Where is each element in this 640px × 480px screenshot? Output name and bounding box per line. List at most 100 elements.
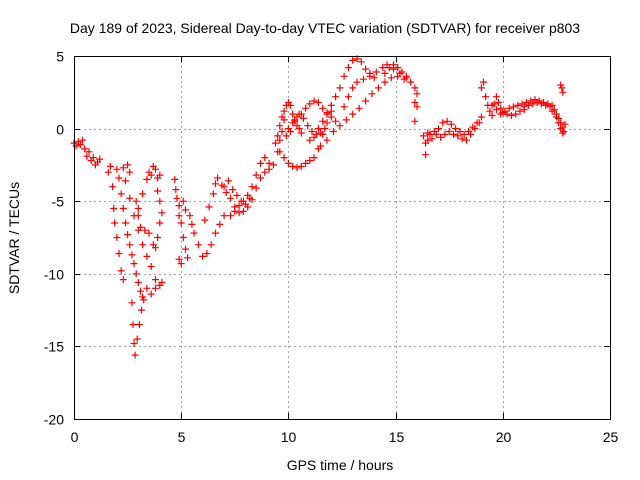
- chart-title: Day 189 of 2023, Sidereal Day-to-day VTE…: [70, 20, 580, 36]
- data-point: [252, 171, 260, 179]
- data-point: [323, 110, 331, 118]
- data-point: [130, 340, 138, 347]
- data-point: [497, 110, 505, 118]
- data-point: [327, 101, 335, 109]
- x-tick-label: 15: [389, 429, 405, 445]
- data-point: [353, 78, 361, 86]
- data-point: [306, 136, 314, 144]
- data-point: [272, 139, 279, 147]
- data-point: [235, 209, 243, 217]
- data-point: [214, 174, 222, 182]
- data-point: [394, 64, 402, 72]
- data-point: [422, 151, 430, 159]
- data-point: [280, 154, 288, 162]
- data-point: [205, 203, 213, 211]
- data-point: [336, 84, 344, 92]
- data-point: [445, 128, 453, 135]
- data-point: [257, 159, 264, 167]
- y-tick-label: -10: [44, 267, 64, 283]
- y-tick-label: -5: [52, 194, 65, 210]
- data-point: [327, 113, 335, 121]
- data-point: [239, 207, 247, 215]
- data-point: [329, 128, 337, 135]
- data-point: [276, 148, 284, 156]
- data-point: [248, 183, 256, 191]
- data-point: [177, 219, 185, 227]
- data-point: [113, 165, 121, 173]
- data-point: [252, 184, 260, 192]
- data-point: [420, 132, 427, 140]
- data-point: [85, 148, 93, 156]
- data-point: [175, 212, 183, 220]
- data-point: [147, 263, 155, 270]
- data-point: [480, 78, 487, 86]
- data-point: [115, 250, 123, 257]
- data-point: [261, 154, 269, 162]
- data-point: [370, 74, 378, 82]
- data-point: [194, 241, 202, 249]
- data-point: [134, 279, 142, 286]
- data-point: [222, 189, 230, 196]
- data-point: [143, 175, 151, 183]
- data-point: [209, 190, 217, 198]
- x-tick-label: 5: [178, 429, 186, 445]
- axes: 0 5 10 15 20 25 -20 -15 -10 -5 0 5: [44, 49, 619, 446]
- data-point: [308, 128, 316, 135]
- data-point: [119, 276, 127, 284]
- data-point: [184, 254, 192, 262]
- data-point: [546, 103, 554, 111]
- data-point: [79, 136, 87, 144]
- data-point: [450, 130, 457, 138]
- data-point: [149, 241, 157, 249]
- data-point: [276, 122, 284, 130]
- data-point: [520, 103, 528, 111]
- data-point: [188, 220, 196, 228]
- data-point: [220, 183, 228, 191]
- data-point: [152, 276, 159, 284]
- data-point: [355, 104, 363, 112]
- data-point: [548, 107, 556, 115]
- data-point: [413, 90, 421, 98]
- data-point: [340, 72, 348, 80]
- data-point: [302, 104, 310, 112]
- data-point: [295, 110, 303, 118]
- x-axis-label: GPS time / hours: [287, 457, 394, 473]
- data-point: [152, 165, 159, 173]
- data-point: [306, 100, 314, 108]
- data-point: [83, 152, 91, 160]
- y-tick-label: -20: [44, 412, 64, 428]
- data-point: [257, 174, 264, 182]
- data-point: [276, 136, 284, 144]
- data-point: [186, 212, 194, 220]
- data-point: [130, 260, 138, 268]
- data-point: [231, 207, 239, 215]
- data-point: [117, 190, 125, 198]
- data-point: [317, 129, 325, 137]
- data-point: [278, 128, 286, 135]
- data-point: [368, 90, 376, 98]
- data-point: [133, 335, 141, 343]
- data-point: [390, 61, 397, 69]
- data-point: [332, 117, 340, 125]
- data-point: [289, 110, 297, 118]
- data-point: [477, 113, 485, 121]
- y-tick-label: 0: [56, 122, 64, 138]
- data-point: [89, 154, 97, 162]
- data-point: [557, 81, 565, 89]
- data-point: [76, 141, 84, 149]
- data-point: [134, 212, 142, 220]
- data-point: [477, 84, 485, 92]
- data-point: [514, 101, 522, 109]
- data-point: [295, 125, 303, 133]
- data-point: [131, 351, 139, 359]
- data-point: [156, 219, 164, 227]
- data-point: [72, 142, 80, 150]
- data-point: [512, 110, 520, 118]
- data-point: [374, 84, 382, 92]
- data-point: [428, 135, 436, 143]
- data-point: [297, 162, 305, 170]
- data-point: [349, 110, 357, 118]
- data-point: [269, 161, 277, 169]
- data-point: [319, 104, 327, 112]
- data-point: [216, 220, 224, 228]
